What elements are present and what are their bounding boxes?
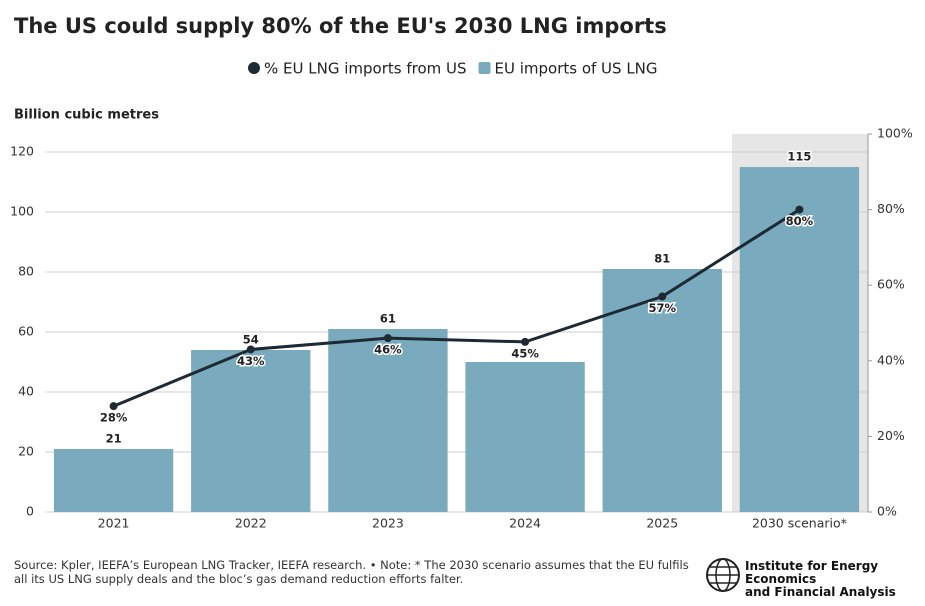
y2-tick-label: 40%	[877, 352, 905, 367]
bar	[328, 329, 448, 512]
line-point	[246, 345, 255, 354]
source-note: Source: Kpler, IEEFA’s European LNG Trac…	[14, 558, 689, 586]
data-label: 46%	[374, 343, 402, 357]
y2-tick-label: 80%	[877, 201, 905, 216]
data-label: 54	[243, 333, 259, 347]
legend-label: % EU LNG imports from US	[264, 60, 467, 78]
y-tick-label: 80	[18, 264, 34, 279]
legend: % EU LNG imports from US EU imports of US…	[248, 60, 658, 78]
line-point	[109, 402, 118, 411]
legend-marker	[248, 62, 260, 74]
data-label: 43%	[237, 354, 265, 368]
data-label: 81	[654, 252, 670, 266]
bar	[53, 449, 174, 512]
x-tick-label: 2025	[646, 516, 678, 531]
data-label: 21	[106, 432, 122, 446]
x-tick-label: 2030 scenario*	[752, 516, 847, 531]
x-tick-label: 2023	[372, 516, 404, 531]
data-label: 80%	[786, 214, 814, 228]
y2-tick-label: 20%	[877, 428, 905, 443]
data-label: 57%	[648, 301, 676, 315]
y-tick-label: 20	[18, 444, 34, 459]
data-label: 115	[787, 150, 811, 164]
logo: Institute for Energy Economics and Finan…	[706, 558, 925, 599]
legend-label: EU imports of US LNG	[495, 60, 658, 78]
y-tick-label: 120	[10, 144, 34, 159]
x-tick-label: 2024	[509, 516, 541, 531]
line	[113, 208, 801, 408]
line-point	[658, 292, 667, 301]
y-axis-label: Billion cubic metres	[14, 108, 159, 123]
data-label: 45%	[511, 346, 539, 360]
bar	[739, 167, 860, 512]
y-tick-label: 60	[18, 324, 34, 339]
line-point	[795, 205, 804, 214]
y2-tick-label: 60%	[877, 277, 905, 292]
data-label: 28%	[100, 411, 128, 425]
line-point	[521, 337, 530, 346]
y-tick-label: 0	[26, 504, 34, 519]
data-label: 61	[380, 312, 396, 326]
chart-title: The US could supply 80% of the EU's 2030…	[14, 14, 667, 38]
logo-line: Institute for Energy Economics	[745, 559, 879, 586]
logo-line: and Financial Analysis	[745, 585, 896, 599]
y2-tick-label: 0%	[877, 504, 897, 519]
y2-tick-label: 100%	[877, 126, 913, 141]
line-point	[383, 334, 392, 343]
logo-globe	[706, 558, 740, 592]
y-tick-label: 100	[10, 204, 34, 219]
legend-marker	[478, 62, 491, 74]
x-tick-label: 2021	[98, 516, 130, 531]
x-tick-label: 2022	[235, 516, 267, 531]
bar	[465, 362, 585, 512]
y-tick-label: 40	[18, 384, 34, 399]
bar	[191, 350, 311, 512]
